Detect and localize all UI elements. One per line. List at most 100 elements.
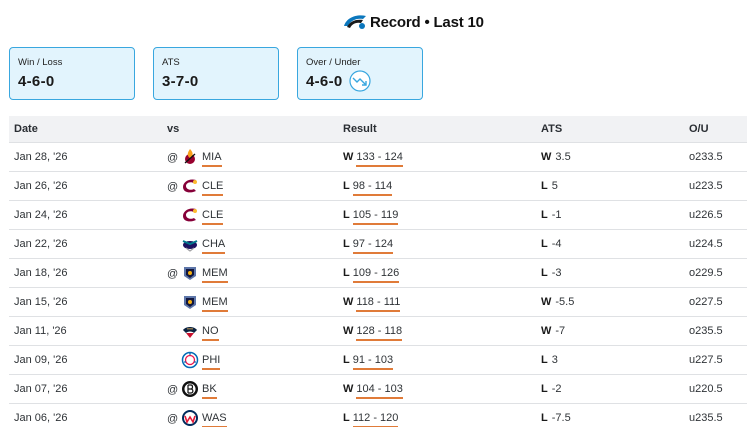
result-cell: W 128 - 118 [343,325,403,341]
score-link[interactable]: 105 - 119 [352,209,399,225]
ou-value: u220.5 [689,383,723,395]
opponent-link[interactable]: CLE [202,209,224,225]
result-wl: W [343,151,354,163]
table-row: Jan 22, '26 CHA L 97 - 124 L -4 u224.5 [9,230,747,259]
result-wl: L [343,267,350,279]
result-wl: L [343,354,350,366]
win-loss-value: 4-6-0 [18,73,55,90]
ats-spread: -5.5 [555,296,575,308]
away-indicator: @ [167,152,179,164]
table-row: Jan 24, '26 CLE L 105 - 119 L -1 u226.5 [9,201,747,230]
col-vs: vs [167,123,180,135]
result-cell: W 133 - 124 [343,151,403,167]
opponent-link[interactable]: NO [202,325,219,341]
over-under-label: Over / Under [306,57,361,68]
ou-value: o233.5 [689,151,723,163]
ats-cell: L -4 [541,238,562,250]
table-row: Jan 15, '26 MEM W 118 - 111 W -5.5 o227.5 [9,288,747,317]
nets-logo-icon [182,381,198,397]
ats-wl: L [541,354,548,366]
ats-wl: L [541,238,548,250]
opponent-link[interactable]: MEM [202,267,228,283]
result-wl: W [343,383,354,395]
ats-cell: L -7.5 [541,412,571,424]
sixers-logo-icon [181,351,199,369]
table-row: Jan 11, '26 NO W 128 - 118 W -7 o235.5 [9,317,747,346]
result-wl: W [343,296,354,308]
magic-logo-icon [344,15,366,29]
result-cell: L 97 - 124 [343,238,394,254]
ats-value: 3-7-0 [162,73,199,90]
ats-wl: L [541,383,548,395]
opponent-cell: @ CLE [167,176,337,198]
result-wl: L [343,180,350,192]
result-cell: L 98 - 114 [343,180,393,196]
result-wl: L [343,209,350,221]
grizzlies-logo-icon [184,267,196,280]
opponent-cell: CHA [167,234,337,256]
opponent-link[interactable]: CLE [202,180,224,196]
result-wl: L [343,412,350,424]
game-date: Jan 18, '26 [14,267,68,279]
col-ats: ATS [541,123,563,135]
opponent-cell: CLE [167,205,337,227]
opponent-cell: @ BK [167,379,337,401]
score-link[interactable]: 109 - 126 [352,267,400,283]
result-wl: W [343,325,354,337]
ats-spread: -3 [551,267,562,279]
score-link[interactable]: 98 - 114 [352,180,393,196]
game-date: Jan 26, '26 [14,180,68,192]
ats-cell: L -1 [541,209,562,221]
score-link[interactable]: 133 - 124 [356,151,403,167]
ats-spread: 5 [551,180,558,192]
opponent-cell: @ MEM [167,263,337,285]
ats-spread: 3.5 [555,151,571,163]
opponent-link[interactable]: CHA [202,238,226,254]
ou-value: o227.5 [689,296,723,308]
col-ou: O/U [689,123,709,135]
ats-wl: W [541,151,552,163]
over-under-value: 4-6-0 [306,73,343,90]
table-row: Jan 07, '26 @ BK W 104 - 103 L -2 u220.5 [9,375,747,404]
game-date: Jan 28, '26 [14,151,68,163]
table-row: Jan 28, '26 @ MIA W 133 - 124 W 3.5 o233.5 [9,143,747,172]
opponent-cell: MEM [167,292,337,314]
away-indicator: @ [167,181,179,193]
score-link[interactable]: 118 - 111 [356,296,401,312]
ats-label: ATS [162,57,180,68]
game-log-table: Date vs Result ATS O/U Jan 28, '26 @ MIA… [9,116,747,427]
game-date: Jan 15, '26 [14,296,68,308]
ats-wl: L [541,209,548,221]
ou-value: o229.5 [689,267,723,279]
game-date: Jan 22, '26 [14,238,68,250]
ats-cell: W -7 [541,325,565,337]
ou-value: o235.5 [689,325,723,337]
ats-cell: W 3.5 [541,151,571,163]
win-loss-card: Win / Loss 4-6-0 [9,47,135,100]
opponent-link[interactable]: BK [202,383,217,399]
pelicans-logo-icon [183,327,197,338]
score-link[interactable]: 91 - 103 [352,354,394,370]
ou-value: u224.5 [689,238,723,250]
opponent-link[interactable]: MIA [202,151,222,167]
away-indicator: @ [167,413,179,425]
page-title: Record • Last 10 [370,14,484,31]
result-cell: L 105 - 119 [343,209,399,225]
score-link[interactable]: 104 - 103 [356,383,403,399]
score-link[interactable]: 128 - 118 [356,325,403,341]
page-header: Record • Last 10 [0,13,747,35]
ats-wl: W [541,296,552,308]
opponent-link[interactable]: WAS [202,412,227,427]
score-link[interactable]: 97 - 124 [352,238,394,254]
col-result: Result [343,123,377,135]
opponent-link[interactable]: PHI [202,354,221,370]
ats-wl: W [541,325,552,337]
ats-wl: L [541,267,548,279]
ats-spread: -4 [551,238,562,250]
score-link[interactable]: 112 - 120 [352,412,399,427]
game-date: Jan 11, '26 [14,325,67,337]
ats-spread: -7.5 [551,412,571,424]
opponent-link[interactable]: MEM [202,296,228,312]
opponent-cell: NO [167,321,337,343]
